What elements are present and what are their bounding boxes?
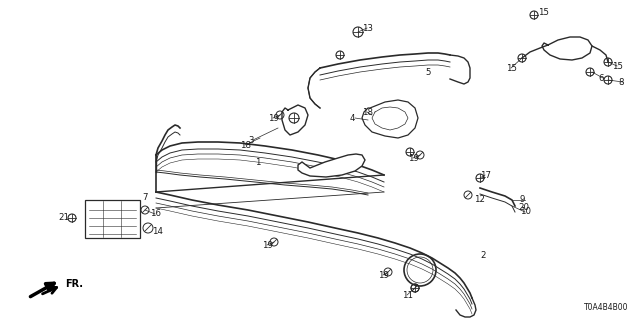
- Text: 1: 1: [255, 157, 260, 166]
- Text: T0A4B4B00: T0A4B4B00: [584, 303, 628, 312]
- Text: 2: 2: [480, 251, 486, 260]
- Text: 19: 19: [408, 154, 419, 163]
- Text: 19: 19: [268, 114, 279, 123]
- Text: 4: 4: [350, 114, 355, 123]
- Text: 14: 14: [152, 228, 163, 236]
- Polygon shape: [298, 154, 365, 177]
- Text: 6: 6: [598, 74, 604, 83]
- Text: 12: 12: [474, 196, 485, 204]
- Text: 5: 5: [425, 68, 431, 76]
- Bar: [85, 200, 140, 238]
- Text: 18: 18: [362, 108, 373, 116]
- Text: 8: 8: [618, 77, 623, 86]
- Text: 9: 9: [520, 196, 525, 204]
- Text: 19: 19: [262, 241, 273, 250]
- Text: 20: 20: [518, 204, 529, 212]
- Text: 21: 21: [58, 213, 69, 222]
- Text: 15: 15: [612, 61, 623, 70]
- Polygon shape: [362, 100, 418, 138]
- Text: 7: 7: [142, 194, 147, 203]
- Text: 15: 15: [506, 63, 517, 73]
- Text: 15: 15: [538, 7, 549, 17]
- Text: 17: 17: [480, 171, 491, 180]
- Text: 18: 18: [240, 140, 251, 149]
- Text: 19: 19: [378, 270, 389, 279]
- Text: 10: 10: [520, 207, 531, 217]
- Text: 3: 3: [248, 135, 253, 145]
- Text: FR.: FR.: [65, 279, 83, 289]
- Text: 11: 11: [402, 291, 413, 300]
- Text: 16: 16: [150, 210, 161, 219]
- Text: 13: 13: [362, 23, 373, 33]
